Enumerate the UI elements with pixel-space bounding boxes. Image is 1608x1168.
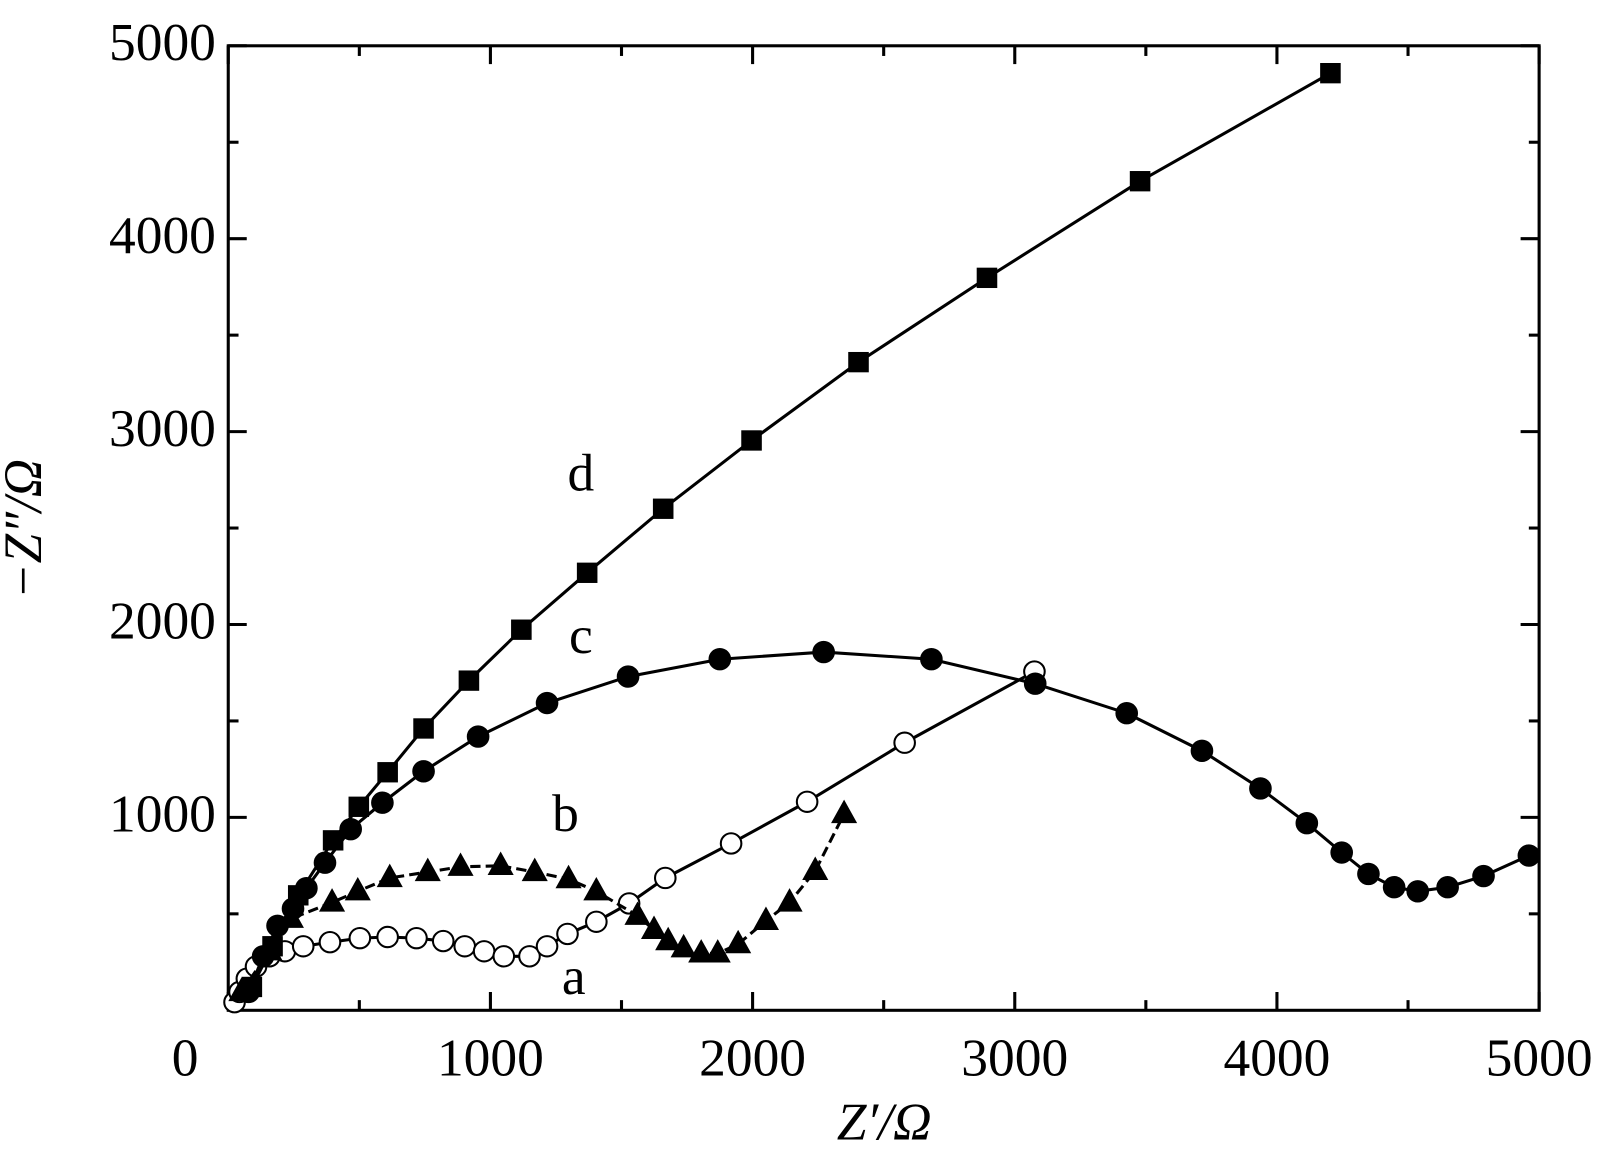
point: [376, 863, 403, 888]
point: [652, 498, 674, 519]
point: [1249, 777, 1272, 800]
point: [719, 832, 743, 855]
point: [893, 731, 916, 754]
series-label: d: [568, 444, 595, 503]
y-axis-title: −Z″/Ω: [0, 459, 53, 599]
series-label: b: [552, 784, 579, 843]
series-line: [250, 71, 1332, 988]
point: [1406, 880, 1430, 903]
point: [291, 935, 315, 958]
point: [287, 885, 309, 906]
point: [556, 922, 579, 946]
point: [583, 876, 610, 901]
x-tick-label: 4000: [1223, 1029, 1330, 1088]
point: [458, 670, 480, 691]
y-tick-label: 5000: [109, 13, 216, 72]
point: [1517, 844, 1541, 867]
point: [431, 929, 455, 953]
point: [535, 935, 559, 958]
point: [920, 648, 943, 671]
x-tick-label: 3000: [961, 1029, 1068, 1088]
point: [241, 976, 263, 998]
y-tick-label: 3000: [109, 399, 216, 458]
series-label: a: [562, 947, 586, 1006]
point: [576, 562, 598, 583]
point: [725, 929, 752, 954]
point: [376, 925, 399, 949]
point: [708, 648, 732, 671]
point: [535, 691, 559, 715]
point: [688, 939, 715, 963]
point: [318, 931, 342, 954]
point: [616, 665, 640, 688]
point: [802, 856, 829, 880]
point: [1357, 862, 1380, 886]
point: [1190, 739, 1214, 763]
point: [466, 725, 490, 748]
point: [1023, 672, 1047, 695]
point: [653, 866, 677, 890]
point: [624, 901, 651, 925]
point: [640, 915, 668, 940]
point: [555, 864, 582, 889]
point: [585, 910, 608, 933]
point: [511, 619, 532, 640]
point: [262, 936, 283, 957]
point: [344, 876, 371, 901]
point: [266, 914, 289, 937]
point: [1295, 811, 1319, 835]
point: [405, 926, 428, 950]
point: [831, 799, 858, 824]
y-tick-label: 1000: [109, 785, 216, 844]
point: [348, 796, 370, 817]
point: [412, 760, 435, 783]
point: [377, 762, 398, 783]
point: [1330, 841, 1354, 864]
x-tick-label: 5000: [1486, 1029, 1593, 1088]
point: [472, 940, 496, 963]
series-label: c: [569, 606, 593, 665]
point: [848, 351, 869, 373]
point: [1129, 171, 1151, 192]
point: [670, 933, 697, 958]
point: [348, 926, 372, 950]
x-tick-label: 0: [172, 1029, 199, 1088]
x-tick-label: 1000: [437, 1029, 544, 1088]
point: [1382, 876, 1406, 899]
point: [704, 939, 731, 963]
point: [752, 906, 780, 930]
point: [741, 430, 762, 451]
point: [487, 851, 514, 875]
point: [655, 926, 682, 951]
point: [812, 640, 835, 664]
point: [521, 857, 548, 882]
point: [447, 852, 474, 876]
point: [322, 830, 344, 851]
point: [414, 857, 441, 882]
point: [371, 791, 394, 814]
y-tick-label: 4000: [109, 206, 216, 265]
point: [319, 888, 346, 912]
point: [976, 267, 998, 289]
point: [518, 945, 541, 968]
y-tick-label: 2000: [109, 592, 216, 651]
point: [1436, 876, 1459, 899]
x-tick-label: 2000: [699, 1029, 806, 1088]
x-axis-title: Z′/Ω: [837, 1093, 932, 1152]
point: [1115, 702, 1139, 725]
point: [492, 945, 516, 968]
point: [776, 888, 803, 912]
point: [453, 935, 477, 958]
point: [1320, 63, 1341, 84]
point: [413, 718, 434, 739]
point: [1472, 864, 1495, 888]
point: [795, 790, 819, 813]
